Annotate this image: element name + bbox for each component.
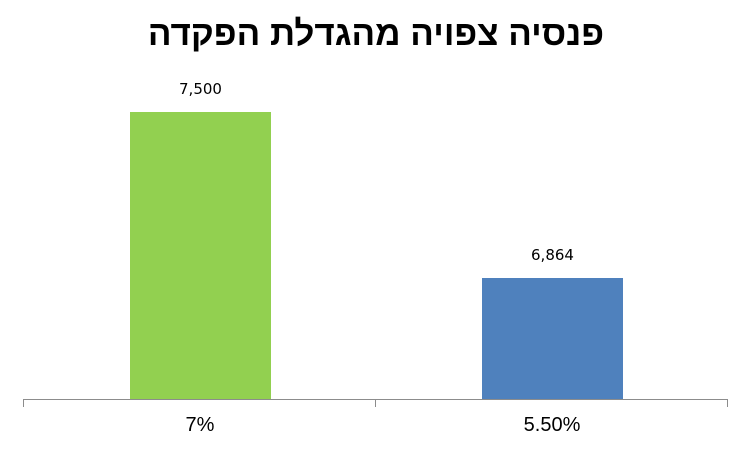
bar-7-percent: [130, 112, 271, 399]
x-tick-label: 5.50%: [523, 414, 581, 436]
bar-5-50-percent: [482, 277, 623, 399]
data-label: 6,864: [531, 245, 574, 264]
x-axis-tick: [23, 399, 24, 407]
chart-title: פנסיה צפויה מהגדלת הפקדה: [147, 14, 605, 53]
data-label: 7,500: [179, 80, 222, 98]
x-axis-tick: [727, 399, 728, 407]
x-axis-tick: [375, 399, 376, 407]
x-tick-label: 7%: [185, 414, 215, 436]
